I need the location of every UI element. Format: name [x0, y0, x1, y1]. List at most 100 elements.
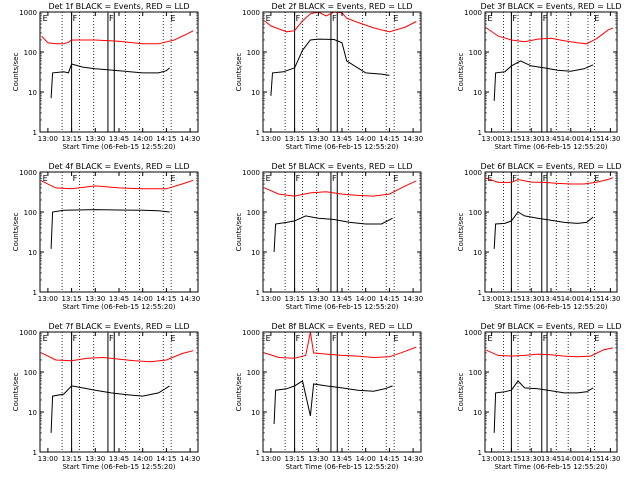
marker-label: F — [543, 174, 548, 183]
plot-frame — [39, 171, 199, 293]
x-tick-label: 13:30 — [308, 455, 328, 463]
y-tick-label: 100 — [24, 369, 37, 377]
panel-title: Det 1f BLACK = Events, RED = LLD — [48, 2, 189, 11]
x-tick-label: 14:00 — [561, 135, 581, 143]
marker-label: F — [332, 174, 337, 183]
marker-label: F — [512, 174, 517, 183]
y-axis-label: Counts/sec — [12, 213, 20, 252]
events-series-line — [50, 63, 170, 99]
y-axis-label: Counts/sec — [457, 213, 465, 252]
lld-series-line — [264, 180, 417, 197]
x-tick-label: 14:00 — [561, 295, 581, 303]
x-tick-label: 13:45 — [541, 135, 561, 143]
y-tick-label: 1000 — [19, 329, 37, 337]
marker-label: E — [487, 334, 492, 343]
x-tick-label: 13:45 — [109, 455, 129, 463]
marker-label: F — [73, 14, 78, 23]
y-tick-label: 10 — [473, 89, 482, 97]
y-tick-label: 100 — [24, 209, 37, 217]
x-tick-label: 14:30 — [403, 295, 423, 303]
x-tick-label: 13:45 — [332, 135, 352, 143]
y-tick-label: 1 — [256, 449, 260, 457]
marker-label: E — [43, 334, 48, 343]
y-tick-label: 10 — [251, 249, 260, 257]
y-tick-label: 1000 — [464, 329, 482, 337]
y-tick-label: 1000 — [19, 9, 37, 17]
panel-title: Det 5f BLACK = Events, RED = LLD — [271, 162, 412, 171]
y-tick-label: 1000 — [464, 169, 482, 177]
x-tick-label: 14:30 — [403, 135, 423, 143]
x-axis-label: Start Time (06-Feb-15 12:55:20) — [494, 463, 607, 471]
y-axis-label: Counts/sec — [235, 213, 243, 252]
events-series-line — [270, 38, 390, 96]
lld-series-line — [486, 27, 614, 45]
y-tick-label: 1 — [478, 449, 482, 457]
x-tick-label: 14:15 — [581, 455, 601, 463]
x-tick-label: 13:00 — [261, 455, 281, 463]
x-axis-label: Start Time (06-Feb-15 12:55:20) — [62, 463, 175, 471]
x-tick-label: 14:30 — [180, 135, 200, 143]
marker-label: E — [266, 14, 271, 23]
y-tick-label: 10 — [28, 409, 37, 417]
x-tick-label: 14:00 — [561, 455, 581, 463]
panel-title: Det 7f BLACK = Events, RED = LLD — [48, 322, 189, 331]
detector-panel: Det 3f BLACK = Events, RED = LLD E F F E 1 10 1… — [457, 2, 622, 151]
x-tick-label: 13:15 — [62, 135, 82, 143]
x-tick-label: 13:30 — [521, 295, 541, 303]
lld-series-line — [264, 11, 417, 33]
panel-title: Det 4f BLACK = Events, RED = LLD — [48, 162, 189, 171]
x-tick-label: 14:15 — [379, 135, 399, 143]
marker-label: E — [266, 334, 271, 343]
plot-frame — [484, 171, 618, 293]
lld-series-line — [264, 331, 417, 359]
y-tick-label: 100 — [247, 209, 260, 217]
x-tick-label: 13:45 — [541, 295, 561, 303]
marker-label: F — [296, 14, 301, 23]
y-tick-label: 10 — [251, 409, 260, 417]
y-tick-label: 1000 — [19, 169, 37, 177]
x-tick-label: 13:30 — [521, 455, 541, 463]
events-series-line — [273, 215, 393, 253]
x-axis-label: Start Time (06-Feb-15 12:55:20) — [62, 143, 175, 151]
marker-label: F — [109, 334, 114, 343]
y-tick-label: 1 — [33, 449, 37, 457]
events-series-line — [493, 211, 594, 249]
x-tick-label: 13:00 — [482, 455, 502, 463]
x-tick-label: 14:00 — [133, 295, 153, 303]
marker-label: E — [171, 174, 176, 183]
y-axis-label: Counts/sec — [235, 373, 243, 412]
marker-label: F — [543, 334, 548, 343]
lld-series-line — [41, 179, 194, 190]
lld-series-line — [41, 350, 194, 363]
x-tick-label: 13:45 — [332, 455, 352, 463]
events-series-line — [50, 209, 170, 249]
marker-label: F — [296, 174, 301, 183]
x-tick-label: 13:00 — [38, 295, 58, 303]
x-tick-label: 13:00 — [482, 295, 502, 303]
x-tick-label: 14:15 — [581, 295, 601, 303]
x-tick-label: 13:30 — [521, 135, 541, 143]
x-tick-label: 14:15 — [156, 455, 176, 463]
y-tick-label: 10 — [473, 249, 482, 257]
panel-title: Det 2f BLACK = Events, RED = LLD — [271, 2, 412, 11]
x-tick-label: 14:00 — [356, 455, 376, 463]
y-tick-label: 1 — [478, 289, 482, 297]
marker-label: E — [266, 174, 271, 183]
lld-series-line — [486, 177, 614, 185]
panel-title: Det 8f BLACK = Events, RED = LLD — [271, 322, 412, 331]
plot-frame — [39, 331, 199, 453]
x-tick-label: 14:15 — [156, 295, 176, 303]
marker-label: E — [487, 174, 492, 183]
marker-label: E — [487, 14, 492, 23]
y-tick-label: 100 — [469, 209, 482, 217]
detector-panel: Det 6f BLACK = Events, RED = LLD E F F E 1 10 1… — [457, 162, 622, 311]
marker-label: E — [594, 174, 599, 183]
y-axis-label: Counts/sec — [235, 53, 243, 92]
x-tick-label: 13:00 — [261, 295, 281, 303]
x-tick-label: 13:15 — [285, 295, 305, 303]
x-tick-label: 13:30 — [85, 295, 105, 303]
events-series-line — [493, 60, 594, 101]
